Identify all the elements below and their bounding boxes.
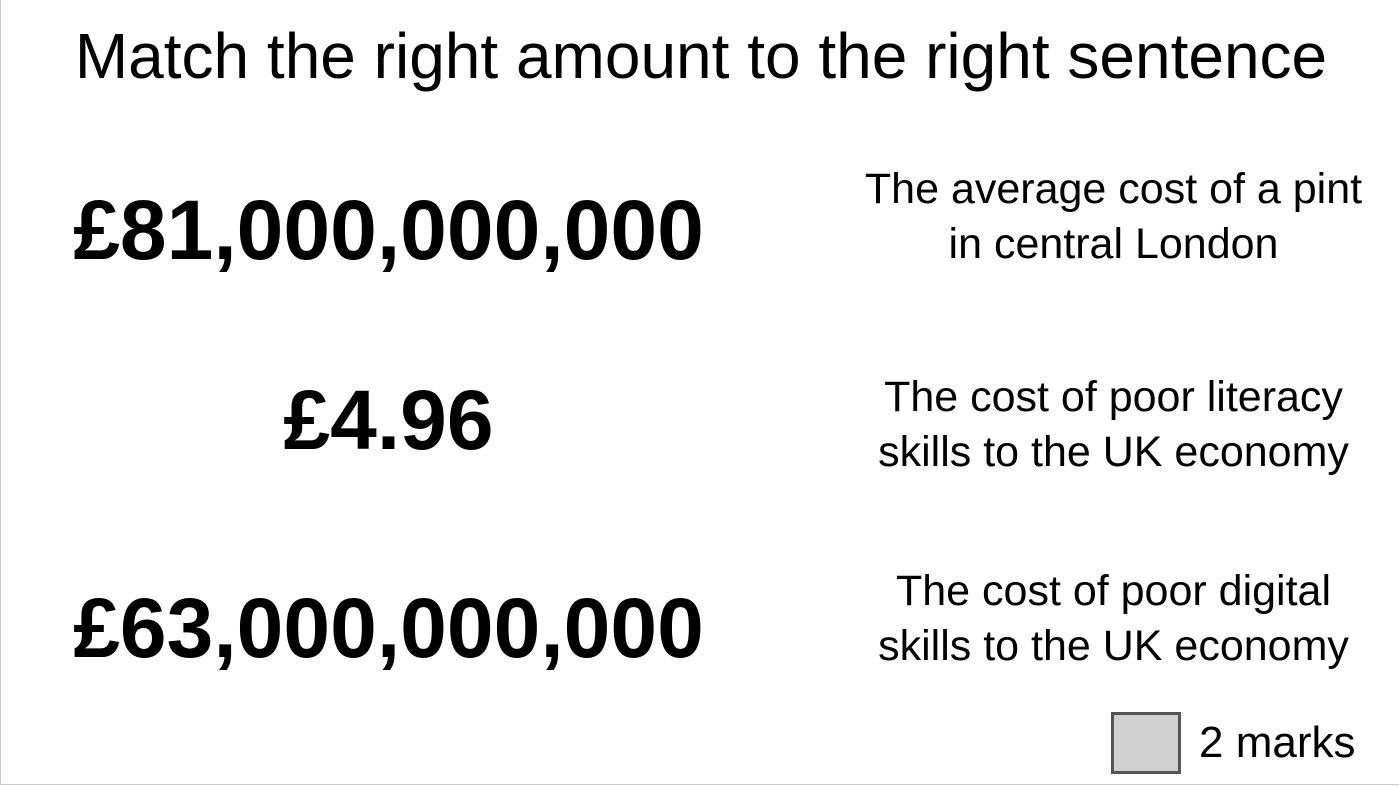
sentence-line: skills to the UK economy bbox=[878, 622, 1349, 670]
amount-item[interactable]: £4.96 bbox=[283, 373, 494, 467]
sentence-line: The average cost of a pint bbox=[864, 165, 1363, 213]
amount-item[interactable]: £81,000,000,000 bbox=[73, 183, 704, 277]
sentence-line: The cost of poor literacy bbox=[884, 373, 1343, 421]
sentence-item[interactable]: The average cost of a pint in central Lo… bbox=[816, 162, 1400, 272]
sentence-line: skills to the UK economy bbox=[878, 428, 1349, 476]
sentence-item[interactable]: The cost of poor literacy skills to the … bbox=[816, 370, 1400, 480]
marks-box[interactable] bbox=[1111, 712, 1181, 774]
sentence-line: The cost of poor digital bbox=[895, 567, 1332, 615]
marks-indicator: 2 marks bbox=[1111, 710, 1355, 776]
amount-item[interactable]: £63,000,000,000 bbox=[73, 581, 704, 675]
marks-label: 2 marks bbox=[1199, 718, 1356, 767]
sentence-item[interactable]: The cost of poor digital skills to the U… bbox=[816, 564, 1400, 674]
sentence-line: in central London bbox=[948, 220, 1279, 268]
slide-title: Match the right amount to the right sent… bbox=[74, 20, 1328, 92]
